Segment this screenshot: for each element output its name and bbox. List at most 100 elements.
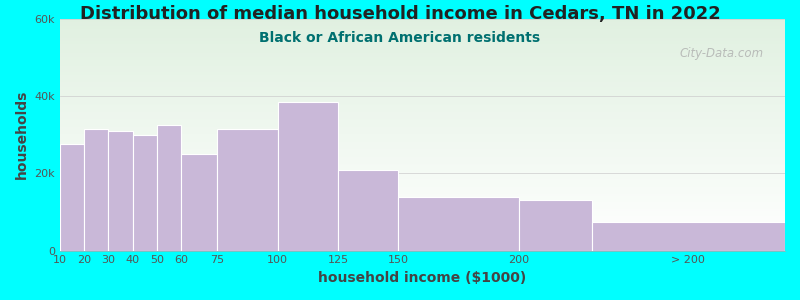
Bar [60, 106, 785, 107]
Bar [60, 195, 785, 196]
Bar [60, 144, 84, 250]
Bar [60, 70, 785, 71]
Bar [60, 51, 785, 52]
Bar [60, 173, 785, 174]
Bar [60, 65, 785, 67]
Bar [60, 117, 785, 119]
Text: City-Data.com: City-Data.com [679, 47, 763, 60]
Bar [60, 175, 785, 176]
Bar [60, 150, 785, 151]
Bar [60, 197, 785, 199]
Bar [60, 225, 785, 226]
Bar [60, 212, 785, 214]
Bar [60, 214, 785, 215]
Bar [60, 72, 785, 74]
Bar [60, 184, 785, 186]
Bar [60, 188, 785, 189]
Bar [60, 148, 785, 149]
Bar [60, 190, 785, 191]
Bar [60, 179, 785, 180]
Bar [60, 232, 785, 233]
Bar [60, 43, 785, 44]
Bar [60, 204, 785, 206]
Bar [60, 193, 785, 194]
Bar [60, 149, 785, 150]
Bar [60, 146, 785, 148]
Bar [60, 181, 785, 182]
Bar [60, 41, 785, 42]
Bar [60, 26, 785, 27]
Bar [60, 152, 785, 153]
Bar [60, 241, 785, 242]
Bar [60, 220, 785, 222]
Bar [60, 58, 785, 59]
Bar [60, 124, 785, 125]
Bar [60, 210, 785, 211]
Bar [60, 33, 785, 34]
Bar [60, 194, 785, 195]
Bar [60, 144, 785, 145]
Bar [60, 209, 785, 210]
Bar [60, 79, 785, 80]
Bar [60, 151, 785, 152]
Bar [60, 87, 785, 88]
Bar [60, 189, 785, 190]
Bar [60, 125, 785, 127]
Bar [60, 54, 785, 55]
Bar [60, 109, 785, 110]
Bar [60, 176, 785, 178]
Bar [60, 157, 785, 158]
Bar [60, 222, 785, 223]
Bar [60, 76, 785, 77]
Bar [60, 38, 785, 39]
Bar [60, 85, 785, 86]
Bar [60, 48, 785, 49]
Bar [60, 216, 785, 217]
Bar [60, 200, 785, 201]
Bar [60, 159, 785, 160]
Bar [60, 166, 785, 167]
Bar [108, 131, 133, 250]
Bar [60, 245, 785, 246]
Bar [60, 112, 785, 113]
Bar [133, 135, 157, 250]
Bar [60, 178, 785, 179]
Bar [60, 160, 785, 161]
Bar [60, 118, 785, 120]
Bar [60, 174, 785, 175]
Bar [60, 236, 785, 237]
Bar [60, 227, 785, 229]
Bar [60, 153, 785, 154]
Bar [60, 27, 785, 28]
Bar [60, 138, 785, 140]
X-axis label: household income ($1000): household income ($1000) [318, 271, 526, 285]
Bar [60, 47, 785, 48]
Bar [84, 129, 108, 250]
Bar [217, 129, 278, 250]
Bar [60, 224, 785, 225]
Bar [60, 169, 785, 171]
Bar [60, 57, 785, 59]
Bar [60, 59, 785, 61]
Bar [60, 168, 785, 169]
Bar [60, 249, 785, 250]
Bar [60, 46, 785, 47]
Text: Black or African American residents: Black or African American residents [259, 32, 541, 46]
Bar [60, 34, 785, 35]
Bar [60, 211, 785, 212]
Bar [60, 131, 785, 133]
Bar [60, 191, 785, 193]
Bar [157, 125, 181, 250]
Bar [60, 207, 785, 208]
Bar [60, 64, 785, 65]
Bar [60, 217, 785, 218]
Bar [60, 154, 785, 156]
Bar [60, 110, 785, 112]
Bar [60, 77, 785, 78]
Bar [60, 50, 785, 51]
Bar [60, 63, 785, 64]
Bar [60, 95, 785, 97]
Bar [60, 247, 785, 248]
Bar [60, 239, 785, 240]
Bar [60, 25, 785, 26]
